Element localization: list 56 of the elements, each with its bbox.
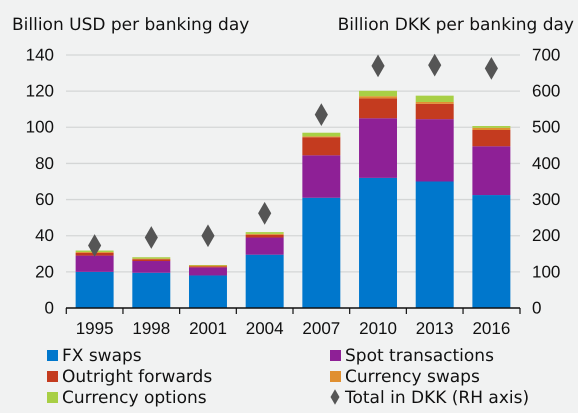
- bar: [416, 119, 454, 182]
- bar: [132, 261, 170, 273]
- x-tick-label: 2013: [416, 319, 454, 338]
- y-axis-title: Billion USD per banking day: [12, 15, 250, 35]
- y-tick-label: 40: [35, 226, 54, 246]
- bar: [416, 104, 454, 120]
- bar: [416, 96, 454, 102]
- legend-label: Currency swaps: [345, 367, 480, 387]
- y-tick-label: 20: [35, 262, 54, 282]
- y-tick-label: 100: [26, 118, 54, 137]
- bar: [246, 238, 284, 255]
- bar: [76, 256, 114, 272]
- bar: [359, 98, 398, 118]
- bar: [472, 146, 510, 196]
- y-tick-label: 140: [26, 45, 54, 64]
- bar: [76, 272, 114, 308]
- bar: [188, 275, 227, 308]
- y2-tick-label: 400: [532, 154, 560, 173]
- x-tick-label: 1998: [132, 319, 170, 338]
- legend-label: FX swaps: [62, 346, 142, 366]
- y-tick-label: 60: [35, 190, 54, 210]
- bar: [359, 178, 398, 308]
- bar: [359, 90, 398, 96]
- x-tick-label: 1995: [76, 319, 114, 338]
- legend-label: Spot transactions: [345, 346, 494, 366]
- y2-tick-label: 500: [532, 118, 560, 137]
- bar: [302, 198, 340, 308]
- bar: [416, 182, 454, 308]
- y2-tick-label: 100: [532, 262, 560, 282]
- legend-label: Total in DKK (RH axis): [344, 388, 530, 408]
- bar: [359, 118, 398, 178]
- y2-tick-label: 600: [532, 82, 560, 101]
- legend-label: Currency options: [62, 388, 207, 408]
- x-tick-label: 2010: [359, 319, 397, 338]
- y2-axis-title: Billion DKK per banking day: [338, 15, 574, 35]
- x-tick-label: 2016: [472, 319, 510, 338]
- y2-tick-label: 300: [532, 190, 560, 210]
- y-tick-label: 80: [35, 154, 54, 173]
- y-tick-label: 0: [44, 298, 54, 318]
- y-tick-label: 120: [26, 82, 54, 101]
- bar: [472, 130, 510, 146]
- bar: [132, 272, 170, 308]
- x-tick-label: 2001: [189, 319, 227, 338]
- bar: [302, 155, 340, 198]
- bar: [302, 132, 340, 136]
- bar: [302, 137, 340, 156]
- x-tick-label: 2004: [246, 319, 284, 338]
- bar: [246, 254, 284, 308]
- x-tick-label: 2007: [302, 319, 340, 338]
- bar: [188, 267, 227, 276]
- legend-label: Outright forwards: [62, 367, 212, 387]
- bar: [246, 234, 284, 238]
- y2-tick-label: 0: [532, 298, 542, 318]
- bar: [472, 195, 510, 308]
- y2-tick-label: 700: [532, 45, 560, 64]
- y2-tick-label: 200: [532, 226, 560, 246]
